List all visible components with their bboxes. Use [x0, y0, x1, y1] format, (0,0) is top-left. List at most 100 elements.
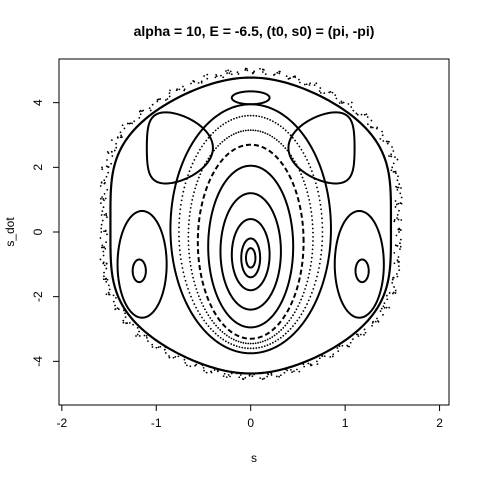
orbit-point: [225, 137, 228, 140]
x-tick-label: 2: [436, 416, 443, 430]
orbit-point: [212, 131, 215, 134]
orbit-point: [195, 183, 198, 186]
orbit-point: [192, 195, 195, 197]
orbit-point: [393, 218, 396, 221]
orbit-point: [194, 187, 197, 190]
orbit-point: [139, 113, 142, 116]
orbit-point: [178, 240, 181, 243]
orbit-point: [235, 132, 238, 134]
orbit-point: [187, 227, 190, 230]
orbit-point: [307, 362, 310, 365]
orbit-point: [249, 342, 252, 345]
orbit-point: [398, 269, 401, 272]
orbit-point: [386, 142, 389, 145]
orbit-point: [225, 70, 227, 72]
orbit-point: [214, 76, 217, 79]
chart-title: alpha = 10, E = -6.5, (t0, s0) = (pi, -p…: [134, 23, 375, 39]
orbit-point: [307, 276, 310, 279]
orbit-point: [363, 113, 366, 116]
orbit-point: [105, 165, 108, 168]
orbit-point: [99, 185, 102, 187]
orbit-point: [259, 67, 261, 70]
orbit-point: [225, 376, 228, 379]
orbit-point: [236, 71, 239, 74]
orbit-point: [222, 375, 225, 377]
orbit-point: [306, 191, 309, 194]
orbit-point: [310, 260, 313, 263]
orbit-point: [104, 247, 107, 250]
data-layer: [99, 67, 403, 381]
orbit-point: [228, 336, 231, 338]
orbit-point: [101, 166, 103, 169]
orbit-point: [316, 363, 319, 366]
orbit-point: [275, 139, 278, 141]
orbit-point: [215, 147, 217, 150]
orbit-point: [278, 140, 280, 143]
orbit-point: [247, 342, 250, 345]
orbit-point: [302, 180, 305, 182]
orbit-point: [278, 375, 280, 378]
orbit-point: [338, 345, 341, 347]
orbit-point: [184, 182, 187, 185]
orbit-point: [296, 368, 298, 371]
orbit-point: [106, 188, 109, 191]
orbit-point: [107, 152, 110, 155]
orbit-point: [388, 306, 391, 309]
orbit-point: [107, 291, 110, 294]
orbit-point: [394, 289, 397, 292]
orbit-point: [293, 370, 295, 373]
orbit-point: [180, 262, 183, 265]
orbit-point: [303, 365, 306, 368]
orbit-point: [174, 355, 177, 358]
orbit-point: [266, 338, 269, 341]
orbit-point: [273, 334, 276, 337]
orbit-point: [252, 129, 255, 132]
orbit-point: [292, 314, 294, 317]
orbit-point: [99, 237, 102, 239]
orbit-point: [248, 373, 251, 376]
orbit-point: [307, 299, 310, 302]
orbit-point: [261, 68, 264, 71]
orbit-point: [178, 88, 181, 91]
orbit-point: [232, 338, 235, 341]
orbit-point: [298, 81, 301, 84]
orbit-point: [104, 197, 107, 200]
orbit-point: [193, 191, 196, 194]
orbit-point: [105, 280, 108, 283]
orbit-point: [303, 83, 306, 86]
orbit-point: [309, 166, 312, 169]
orbit-point: [295, 308, 298, 311]
orbit-point: [320, 253, 322, 256]
orbit-point: [114, 308, 117, 311]
orbit-point: [318, 262, 321, 265]
orbit-point: [114, 296, 117, 299]
orbit-point: [100, 181, 103, 184]
orbit-point: [279, 374, 282, 377]
orbit-point: [111, 155, 114, 157]
orbit-point: [217, 127, 220, 130]
orbit-side-island-15: [333, 209, 385, 319]
orbit-point: [271, 120, 274, 123]
orbit-point: [396, 189, 399, 191]
orbit-point: [366, 116, 369, 118]
orbit-point: [282, 127, 285, 130]
orbit-point: [376, 126, 379, 129]
orbit-point: [264, 73, 267, 76]
orbit-point: [102, 198, 105, 200]
orbit-point: [240, 341, 242, 344]
orbit-point: [310, 291, 313, 294]
orbit-point: [291, 371, 294, 374]
orbit-point: [178, 217, 181, 220]
orbit-point: [269, 337, 271, 340]
orbit-point: [121, 124, 124, 127]
orbit-point: [399, 245, 402, 248]
orbit-point: [199, 298, 202, 301]
orbit-point: [264, 339, 267, 342]
orbit-point: [284, 147, 287, 150]
orbit-point: [282, 144, 285, 147]
orbit-point: [306, 280, 309, 283]
orbit-point: [189, 211, 191, 213]
orbit-point: [331, 355, 334, 358]
orbit-point: [182, 271, 185, 274]
orbit-point: [365, 113, 368, 116]
